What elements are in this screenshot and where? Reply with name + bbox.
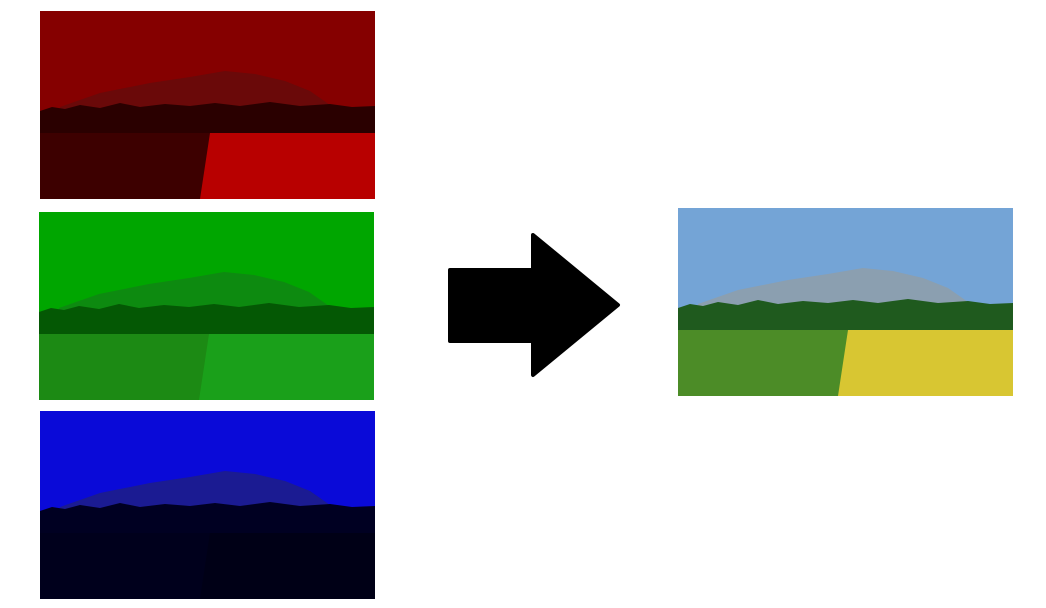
red-channel-image: [40, 11, 375, 199]
field-left: [39, 334, 214, 400]
mountain: [698, 268, 978, 308]
field-right: [838, 330, 1013, 396]
field-left: [40, 133, 215, 199]
tree-line: [678, 299, 1013, 333]
right-arrow-icon: [440, 225, 630, 385]
mountain: [60, 71, 340, 111]
tree-line: [40, 102, 375, 136]
field-right: [200, 133, 375, 199]
blue-channel-image: [40, 411, 375, 599]
mountain: [59, 272, 339, 312]
field-left: [678, 330, 853, 396]
tree-line: [39, 303, 374, 337]
field-right: [200, 533, 375, 599]
combined-color-image: [678, 208, 1013, 396]
field-left: [40, 533, 215, 599]
mountain: [60, 471, 340, 511]
green-channel-image: [39, 212, 374, 400]
field-right: [199, 334, 374, 400]
tree-line: [40, 502, 375, 536]
